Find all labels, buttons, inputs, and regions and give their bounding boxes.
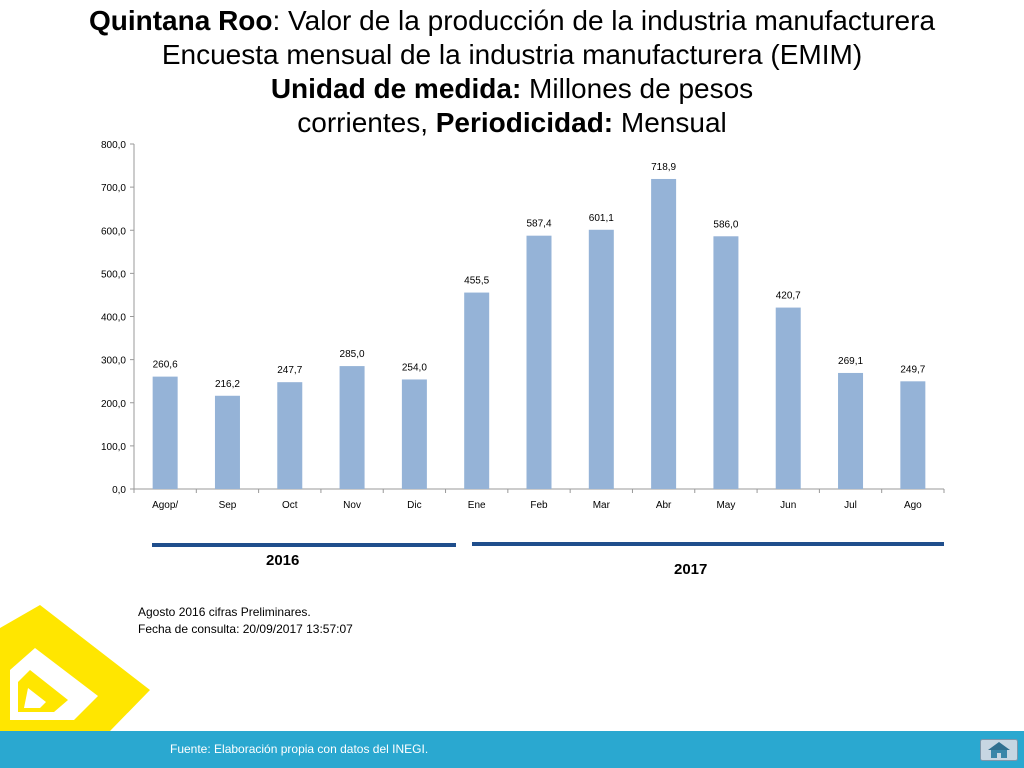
bar-oct <box>277 382 303 489</box>
y-tick-label: 800,0 <box>101 140 126 151</box>
chart-notes: Agosto 2016 cifras Preliminares. Fecha d… <box>138 604 353 638</box>
title-subject: : Valor de la producción de la industria… <box>272 5 936 36</box>
x-tick-label: Nov <box>343 500 361 511</box>
year-bracket-2016 <box>152 543 456 547</box>
bar-mar <box>588 229 614 489</box>
title-line-3: Unidad de medida: Millones de pesos <box>0 72 1024 106</box>
data-label: 260,6 <box>153 360 178 371</box>
title-line-1: Quintana Roo: Valor de la producción de … <box>0 4 1024 38</box>
bar-ago <box>900 381 926 489</box>
x-tick-label: Sep <box>219 500 237 511</box>
title-unit-value: Millones de pesos <box>521 73 754 104</box>
home-icon[interactable] <box>980 739 1018 761</box>
x-tick-label: Agop/ <box>152 500 178 511</box>
note-preliminary: Agosto 2016 cifras Preliminares. <box>138 605 311 619</box>
data-label: 455,5 <box>464 276 489 287</box>
data-label: 601,1 <box>589 213 614 224</box>
data-label: 586,0 <box>713 219 738 230</box>
x-tick-label: Ene <box>468 500 486 511</box>
footer-source: Fuente: Elaboración propia con datos del… <box>170 742 429 756</box>
title-period-label: Periodicidad: <box>435 107 614 138</box>
y-tick-label: 600,0 <box>101 226 126 237</box>
year-label-2017: 2017 <box>674 561 708 578</box>
yellow-diamond-logo-icon <box>0 605 150 731</box>
year-bracket-2017 <box>472 542 944 546</box>
x-tick-label: Jun <box>780 500 796 511</box>
data-label: 269,1 <box>838 356 863 367</box>
bar-dic <box>401 379 427 489</box>
bar-jul <box>838 372 864 489</box>
footer-bar: Fuente: Elaboración propia con datos del… <box>0 731 1024 768</box>
year-label-2016: 2016 <box>266 552 300 569</box>
bar-chart: 0,0 100,0 200,0 300,0 400,0 500,0 600,0 700,0 80… <box>101 140 945 511</box>
bar-jun <box>775 307 801 489</box>
y-tick-label: 500,0 <box>101 269 126 280</box>
title-unit-cont: corrientes, <box>297 107 436 138</box>
x-tick-label: Ago <box>904 500 922 511</box>
bar-nov <box>339 366 365 489</box>
bar-may <box>713 236 739 489</box>
bar-sep <box>214 395 240 489</box>
data-label: 420,7 <box>776 291 801 302</box>
x-tick-label: Feb <box>530 500 548 511</box>
bar-ene <box>464 292 490 489</box>
chart-title: Quintana Roo: Valor de la producción de … <box>0 4 1024 140</box>
y-tick-label: 400,0 <box>101 313 126 324</box>
x-tick-label: Oct <box>282 500 298 511</box>
y-tick-label: 700,0 <box>101 183 126 194</box>
y-tick-label: 100,0 <box>101 442 126 453</box>
bar-agop <box>152 376 178 489</box>
data-label: 285,0 <box>340 349 365 360</box>
title-line-4: corrientes, Periodicidad: Mensual <box>0 106 1024 140</box>
x-tick-label: Dic <box>407 500 421 511</box>
x-tick-label: May <box>716 500 735 511</box>
x-tick-label: Mar <box>593 500 611 511</box>
title-period-value: Mensual <box>613 107 727 138</box>
title-state: Quintana Roo <box>88 5 273 36</box>
note-query-date: Fecha de consulta: 20/09/2017 13:57:07 <box>138 622 353 636</box>
data-label: 587,4 <box>526 219 551 230</box>
title-unit-label: Unidad de medida: <box>270 73 522 104</box>
y-tick-label: 200,0 <box>101 399 126 410</box>
y-tick-label: 300,0 <box>101 356 126 367</box>
data-label: 254,0 <box>402 362 427 373</box>
x-tick-label: Abr <box>656 500 672 511</box>
bar-abr <box>651 178 677 490</box>
data-label: 249,7 <box>900 364 925 375</box>
x-tick-label: Jul <box>844 500 857 511</box>
data-label: 718,9 <box>651 162 676 173</box>
bar-feb <box>526 235 552 489</box>
data-label: 216,2 <box>215 379 240 390</box>
title-line-2: Encuesta mensual de la industria manufac… <box>161 39 863 70</box>
data-label: 247,7 <box>277 365 302 376</box>
y-tick-label: 0,0 <box>112 485 126 496</box>
